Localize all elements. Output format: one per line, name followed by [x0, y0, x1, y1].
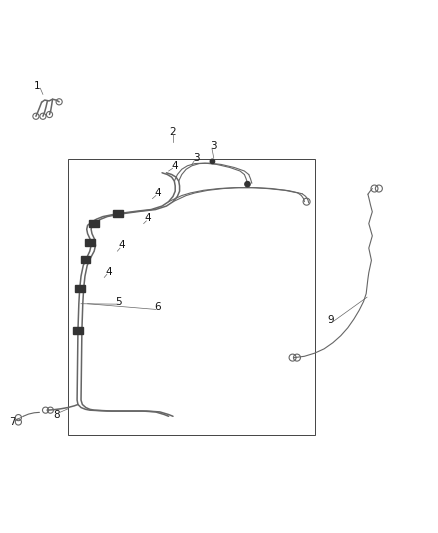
Bar — [81, 256, 90, 263]
Text: 7: 7 — [9, 417, 16, 427]
Text: 9: 9 — [328, 315, 335, 325]
Text: 4: 4 — [171, 161, 178, 171]
Text: 4: 4 — [105, 266, 112, 277]
Text: 1: 1 — [34, 80, 41, 91]
Text: 5: 5 — [115, 296, 122, 306]
Bar — [113, 211, 123, 217]
Text: 4: 4 — [118, 240, 125, 251]
Bar — [68, 159, 315, 435]
Circle shape — [245, 182, 250, 187]
Text: 6: 6 — [154, 302, 161, 312]
Text: 3: 3 — [210, 141, 217, 151]
Text: 8: 8 — [53, 409, 60, 419]
Text: 2: 2 — [170, 127, 177, 136]
Bar — [75, 285, 85, 292]
Text: 4: 4 — [145, 213, 152, 223]
Text: 4: 4 — [154, 188, 161, 198]
Bar — [89, 220, 99, 227]
Text: 3: 3 — [193, 153, 200, 163]
Bar — [73, 327, 83, 334]
Circle shape — [210, 159, 215, 164]
Bar — [85, 239, 95, 246]
